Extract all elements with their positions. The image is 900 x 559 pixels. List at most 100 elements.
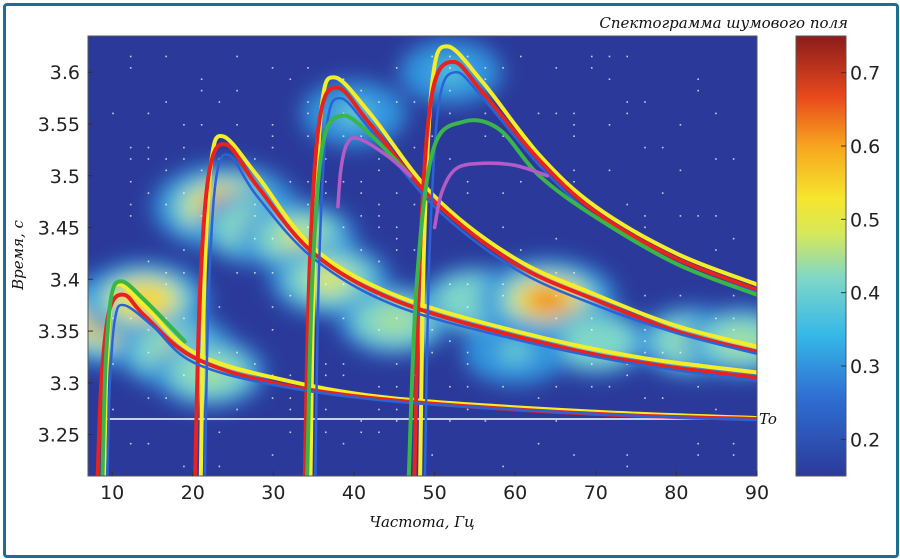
dot-mark (697, 78, 699, 81)
dot-mark (644, 146, 646, 149)
x-tick-label: 10 (100, 482, 124, 504)
dot-mark (449, 283, 451, 286)
dot-mark (466, 351, 469, 354)
dot-mark (466, 408, 469, 411)
dot-mark (590, 385, 593, 388)
dot-mark (555, 385, 558, 388)
dot-mark (342, 112, 345, 115)
dot-mark (395, 192, 398, 194)
dot-mark (644, 328, 646, 331)
dot-mark (502, 67, 504, 69)
dot-mark (307, 101, 309, 103)
heat-blob (376, 309, 413, 332)
dot-mark (395, 249, 398, 251)
dot-mark (679, 169, 682, 172)
dot-mark (715, 215, 717, 217)
dot-mark (200, 78, 203, 81)
colorbar-tick-label: 0.6 (850, 136, 880, 158)
dot-mark (307, 180, 309, 183)
dot-mark (236, 408, 238, 411)
dot-mark (289, 397, 292, 399)
dot-mark (449, 89, 451, 92)
dot-mark (466, 363, 469, 365)
dot-mark (555, 67, 558, 69)
y-tick-label: 3.3 (50, 373, 80, 395)
dot-mark (608, 169, 611, 172)
dot-mark (254, 203, 256, 206)
dot-mark (449, 55, 451, 58)
curve-series-1-1 (193, 142, 757, 476)
dot-mark (271, 67, 274, 69)
dot-mark (218, 306, 221, 308)
dot-mark (697, 215, 699, 217)
x-tick-label: 80 (664, 482, 688, 504)
dot-mark (165, 317, 167, 320)
dot-mark (590, 317, 593, 320)
dot-mark (715, 158, 717, 160)
dot-mark (732, 237, 735, 240)
dot-mark (484, 67, 487, 69)
colorbar-tick-label: 0.2 (850, 429, 880, 451)
dot-mark (449, 420, 451, 422)
dot-mark (218, 101, 221, 103)
dot-mark (626, 363, 629, 365)
colorbar-tick-label: 0.3 (850, 356, 880, 378)
dot-mark (183, 158, 185, 160)
dot-mark (147, 442, 150, 445)
dot-mark (324, 283, 327, 286)
curve-series-0-1 (198, 133, 757, 476)
dot-mark (395, 67, 398, 69)
dot-mark (661, 351, 664, 354)
x-tick-label: 50 (422, 482, 446, 504)
dot-mark (502, 465, 504, 468)
dot-mark (395, 363, 398, 365)
dot-mark (324, 158, 327, 160)
dot-mark (183, 124, 185, 126)
dot-mark (360, 249, 363, 251)
y-axis-ticks: 3.25 3.3 3.35 3.4 3.45 3.5 3.55 3.6 (38, 62, 93, 447)
dot-mark (395, 385, 398, 388)
dot-mark (626, 101, 629, 103)
dot-mark (165, 272, 167, 274)
dot-mark (626, 55, 629, 58)
dot-mark (520, 55, 522, 58)
colorbar-tick-label: 0.7 (850, 63, 880, 85)
dot-mark (236, 55, 238, 58)
dot-mark (378, 431, 380, 434)
dot-mark (324, 431, 327, 434)
curve-series-0-3 (418, 44, 757, 476)
dot-mark (413, 101, 416, 103)
dot-mark (626, 374, 629, 377)
dot-mark (183, 465, 185, 468)
dot-mark (360, 420, 363, 422)
x-axis-label: Частота, Гц (369, 513, 474, 531)
dot-mark (555, 317, 558, 320)
dot-mark (271, 135, 274, 137)
dot-mark (413, 146, 416, 149)
dot-mark (537, 112, 540, 115)
dot-mark (644, 226, 646, 229)
colorbar-tick-label: 0.4 (850, 283, 880, 305)
dot-mark (395, 226, 398, 229)
dot-mark (147, 192, 150, 194)
dot-mark (165, 55, 167, 58)
dot-mark (129, 180, 132, 183)
dot-mark (378, 169, 380, 172)
dot-mark (378, 408, 380, 411)
curve-series-1-2 (302, 85, 757, 476)
dot-mark (129, 317, 132, 320)
dot-mark (626, 112, 629, 115)
dot-mark (324, 363, 327, 365)
dot-mark (112, 408, 114, 411)
dot-mark (342, 374, 345, 377)
y-tick-label: 3.25 (38, 425, 80, 447)
dot-mark (573, 454, 575, 456)
dot-mark (360, 180, 363, 183)
dot-mark (200, 89, 203, 92)
dot-mark (129, 146, 132, 149)
dot-mark (271, 237, 274, 240)
dot-mark (236, 351, 238, 354)
dot-mark (147, 397, 150, 399)
dot-mark (466, 55, 469, 58)
dot-mark (360, 192, 363, 194)
